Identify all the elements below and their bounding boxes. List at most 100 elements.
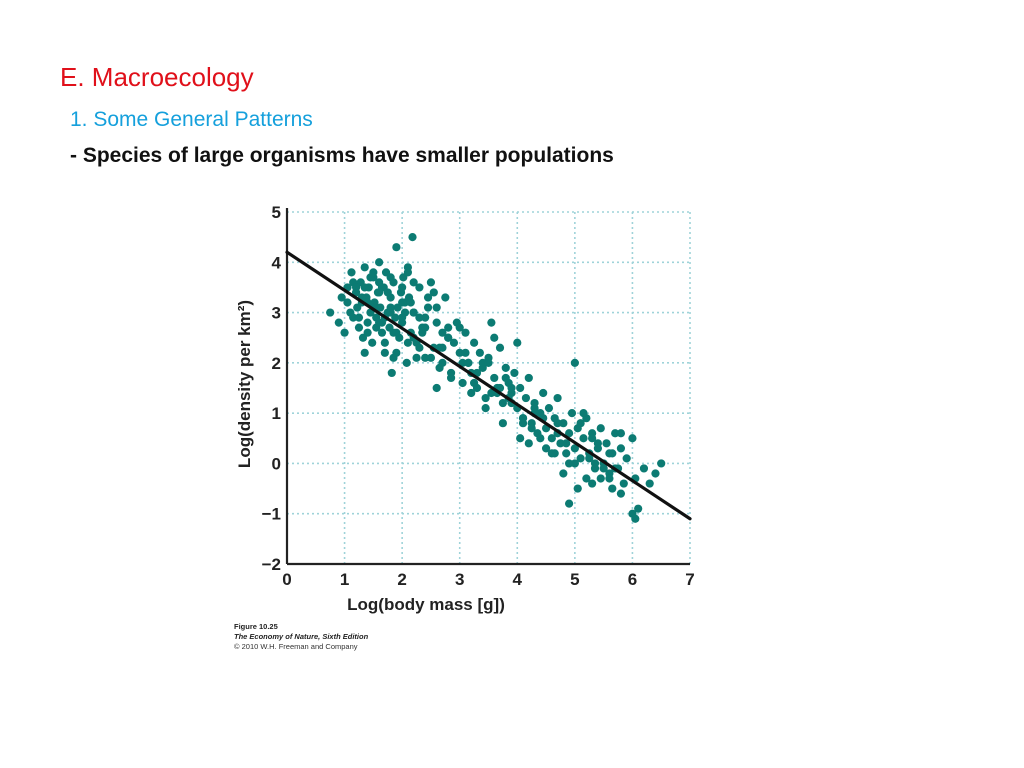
data-point [467, 388, 476, 398]
data-point [590, 459, 600, 468]
axes [285, 208, 690, 566]
data-point [518, 414, 528, 423]
data-point [608, 484, 617, 493]
data-point [380, 338, 389, 347]
data-point [387, 368, 396, 378]
data-point [421, 323, 430, 332]
data-point [360, 283, 369, 292]
data-point [556, 439, 565, 448]
data-point [619, 479, 628, 488]
data-point [567, 409, 577, 418]
data-point [622, 454, 631, 463]
data-point [524, 439, 533, 448]
data-point [398, 298, 407, 307]
data-point [553, 393, 562, 403]
data-point [484, 358, 493, 367]
data-point [464, 358, 473, 367]
data-point [441, 293, 450, 302]
data-point [634, 504, 643, 513]
data-point [579, 409, 588, 418]
data-point [432, 303, 441, 312]
data-point [559, 419, 568, 428]
data-point [498, 419, 507, 428]
data-point [527, 424, 536, 433]
data-point [458, 378, 467, 388]
data-point [458, 358, 467, 367]
data-point [426, 353, 436, 362]
scatter-chart: 0 1 2 3 4 5 6 7 −2 −1 0 1 2 3 4 5 Log(body mass [g]) L… [220, 192, 710, 622]
data-point [516, 434, 525, 443]
data-point [354, 323, 364, 332]
data-point [553, 419, 562, 428]
data-point [631, 514, 640, 523]
data-point [605, 474, 614, 483]
data-point [421, 353, 430, 362]
data-point [340, 328, 349, 337]
y-tick-labels: −2 −1 0 1 2 3 4 5 [262, 203, 282, 574]
data-point [490, 373, 499, 383]
data-point [481, 404, 490, 413]
data-point [377, 328, 387, 337]
data-point [392, 243, 401, 252]
data-point [343, 298, 352, 307]
regression-line [285, 250, 692, 521]
data-point [426, 278, 436, 287]
data-point [415, 313, 424, 322]
data-point [406, 298, 415, 307]
data-point [375, 258, 384, 267]
data-point [403, 338, 412, 347]
data-point [375, 318, 384, 327]
y-tick-label: 5 [272, 203, 281, 222]
data-point [579, 434, 588, 443]
data-point [490, 333, 499, 342]
data-point [639, 464, 649, 473]
data-point [576, 454, 585, 463]
data-point [461, 348, 470, 357]
x-tick-label: 4 [513, 570, 523, 589]
caption-book-title: The Economy of Nature, Sixth Edition [234, 632, 369, 641]
slide-bullet: - Species of large organisms have smalle… [70, 144, 614, 167]
data-point [501, 373, 510, 383]
data-point [380, 348, 389, 357]
figure-caption: Figure 10.25 The Economy of Nature, Sixt… [234, 622, 368, 652]
data-point [386, 303, 395, 312]
data-point [657, 459, 666, 468]
data-point [438, 328, 447, 337]
regression-line-group [285, 250, 692, 521]
data-point [347, 268, 356, 277]
data-point [360, 263, 369, 272]
y-tick-label: −2 [262, 555, 281, 574]
x-tick-label: 0 [282, 570, 291, 589]
data-point [611, 429, 620, 438]
data-point [498, 398, 507, 408]
data-point [403, 268, 412, 277]
data-point [470, 378, 479, 388]
data-point [616, 429, 626, 438]
x-tick-labels: 0 1 2 3 4 5 6 7 [282, 570, 694, 589]
x-tick-label: 3 [455, 570, 464, 589]
data-point [326, 308, 335, 317]
data-point [455, 323, 464, 332]
data-point [570, 444, 579, 453]
data-point [588, 434, 597, 443]
data-point [616, 489, 626, 498]
data-point [487, 318, 496, 327]
y-tick-label: 4 [272, 253, 282, 272]
data-point [363, 318, 372, 327]
data-point [585, 454, 594, 463]
data-point [444, 333, 453, 342]
data-point [423, 303, 433, 312]
data-point [408, 233, 417, 242]
data-point [547, 449, 556, 458]
caption-figure-number: Figure 10.25 [234, 622, 278, 631]
data-point [495, 343, 505, 352]
data-point [360, 348, 369, 357]
data-point [539, 388, 548, 398]
data-point [576, 419, 585, 428]
data-point [516, 383, 525, 393]
data-point [541, 444, 551, 453]
data-point [596, 474, 605, 483]
data-point [588, 479, 597, 488]
data-point [544, 404, 554, 413]
data-point [651, 469, 660, 478]
